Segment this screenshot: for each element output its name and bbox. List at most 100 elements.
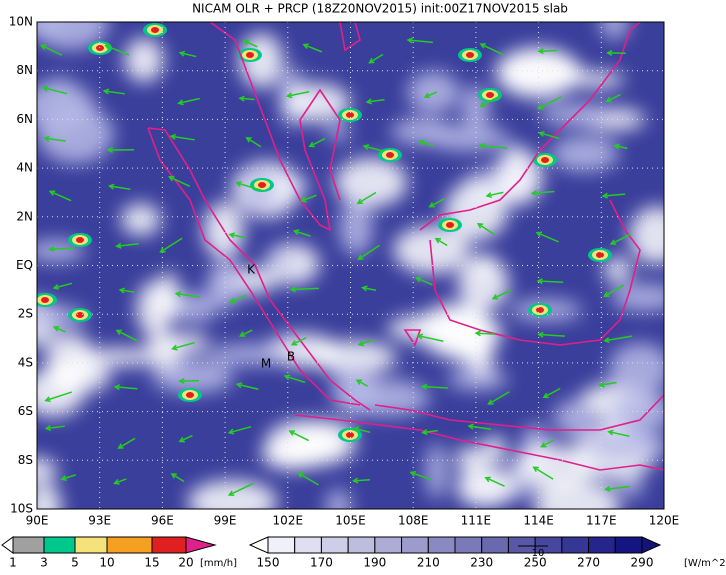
- cloud: [603, 257, 632, 282]
- rain-cell: [536, 307, 544, 313]
- rain-cell: [246, 52, 254, 58]
- colorbar-swatch: [428, 537, 455, 553]
- lat-label: 10N: [9, 15, 33, 29]
- lat-label: 6N: [16, 112, 33, 126]
- colorbar-end: [642, 537, 660, 553]
- colorbar-swatch: [402, 537, 429, 553]
- colorbar-label: 290: [631, 556, 654, 570]
- rain-cell: [596, 252, 604, 258]
- cloud: [335, 158, 408, 207]
- cloud: [551, 136, 619, 171]
- cloud: [426, 443, 447, 499]
- colorbar-label: 10: [99, 556, 114, 570]
- lon-label: 93E: [88, 514, 111, 528]
- lon-label: 114E: [523, 514, 554, 528]
- cloud: [499, 54, 583, 92]
- colorbar-label: 190: [363, 556, 386, 570]
- cloud: [456, 466, 514, 508]
- colorbar-swatch: [44, 537, 75, 553]
- cloud: [121, 204, 161, 236]
- rain-cell: [541, 157, 549, 163]
- rain-cell: [186, 392, 194, 398]
- colorbar-label: 1: [9, 556, 17, 570]
- lon-label: 117E: [586, 514, 617, 528]
- cloud: [145, 333, 182, 369]
- cloud: [332, 366, 377, 415]
- cloud: [554, 400, 596, 436]
- lat-label: 10S: [10, 502, 33, 516]
- colorbar-end: [186, 537, 215, 553]
- cloud: [600, 6, 629, 39]
- cloud: [458, 256, 509, 310]
- location-marker: K: [247, 263, 256, 277]
- colorbar-swatch: [615, 537, 642, 553]
- lon-label: 99E: [214, 514, 237, 528]
- cloud: [630, 206, 684, 264]
- colorbar-label: 170: [310, 556, 333, 570]
- cloud: [45, 358, 110, 393]
- lon-label: 102E: [273, 514, 304, 528]
- cloud: [265, 253, 294, 272]
- colorbar-swatch: [482, 537, 509, 553]
- location-marker: B: [287, 350, 295, 364]
- location-marker: M: [261, 357, 271, 371]
- rain-cell: [76, 312, 84, 318]
- rain-cell: [76, 237, 84, 243]
- colorbar-label: 270: [577, 556, 600, 570]
- lon-label: 96E: [151, 514, 174, 528]
- vector-scale-label: 10: [532, 548, 545, 559]
- lat-label: 8S: [18, 453, 33, 467]
- colorbar-swatch: [152, 537, 186, 553]
- lat-label: 2S: [18, 307, 33, 321]
- wind-arrow: [539, 50, 557, 51]
- lon-label: 108E: [398, 514, 429, 528]
- colorbar-swatch: [562, 537, 589, 553]
- colorbar-swatch: [321, 537, 348, 553]
- lat-label: EQ: [16, 258, 33, 272]
- colorbar-swatch: [107, 537, 152, 553]
- colorbar-end: [250, 537, 268, 553]
- colorbar-end: [2, 537, 13, 553]
- cloud: [136, 281, 172, 337]
- rain-cell: [258, 182, 266, 188]
- colorbar-label: 3: [40, 556, 48, 570]
- colorbar-swatch: [589, 537, 616, 553]
- colorbar-swatch: [375, 537, 402, 553]
- colorbar-swatch: [455, 537, 482, 553]
- cloud: [208, 344, 289, 365]
- rain-cell: [446, 222, 454, 228]
- cloud: [447, 369, 509, 389]
- rain-cell: [486, 92, 494, 98]
- colorbar-label: 230: [470, 556, 493, 570]
- colorbar-swatch: [75, 537, 107, 553]
- lat-label: 4N: [16, 161, 33, 175]
- colorbar-label: 20: [178, 556, 193, 570]
- lon-label: 90E: [26, 514, 49, 528]
- colorbar-unit: [W/m^2]: [684, 558, 726, 569]
- colorbar-swatch: [13, 537, 44, 553]
- lat-label: 4S: [18, 355, 33, 369]
- colorbar-swatch: [348, 537, 375, 553]
- map-title: NICAM OLR + PRCP (18Z20NOV2015) init:00Z…: [192, 2, 568, 16]
- rain-cell: [151, 27, 159, 33]
- colorbar-unit: [mm/h]: [200, 558, 237, 569]
- colorbar-swatch: [295, 537, 322, 553]
- rain-cell: [386, 152, 394, 158]
- cloud: [339, 199, 373, 255]
- colorbar-label: 5: [71, 556, 79, 570]
- lat-label: 2N: [16, 209, 33, 223]
- lat-label: 8N: [16, 63, 33, 77]
- cloud: [124, 38, 163, 82]
- precip-colorbar: 1 3 5 10 15 20 [mm/h]: [2, 537, 237, 570]
- colorbar-swatch: [268, 537, 295, 553]
- colorbar-label: 150: [257, 556, 280, 570]
- cloud: [609, 343, 671, 394]
- rain-cell: [41, 297, 49, 303]
- colorbar-label: 15: [144, 556, 159, 570]
- lon-label: 111E: [461, 514, 492, 528]
- lon-label: 105E: [335, 514, 366, 528]
- lat-label: 6S: [18, 404, 33, 418]
